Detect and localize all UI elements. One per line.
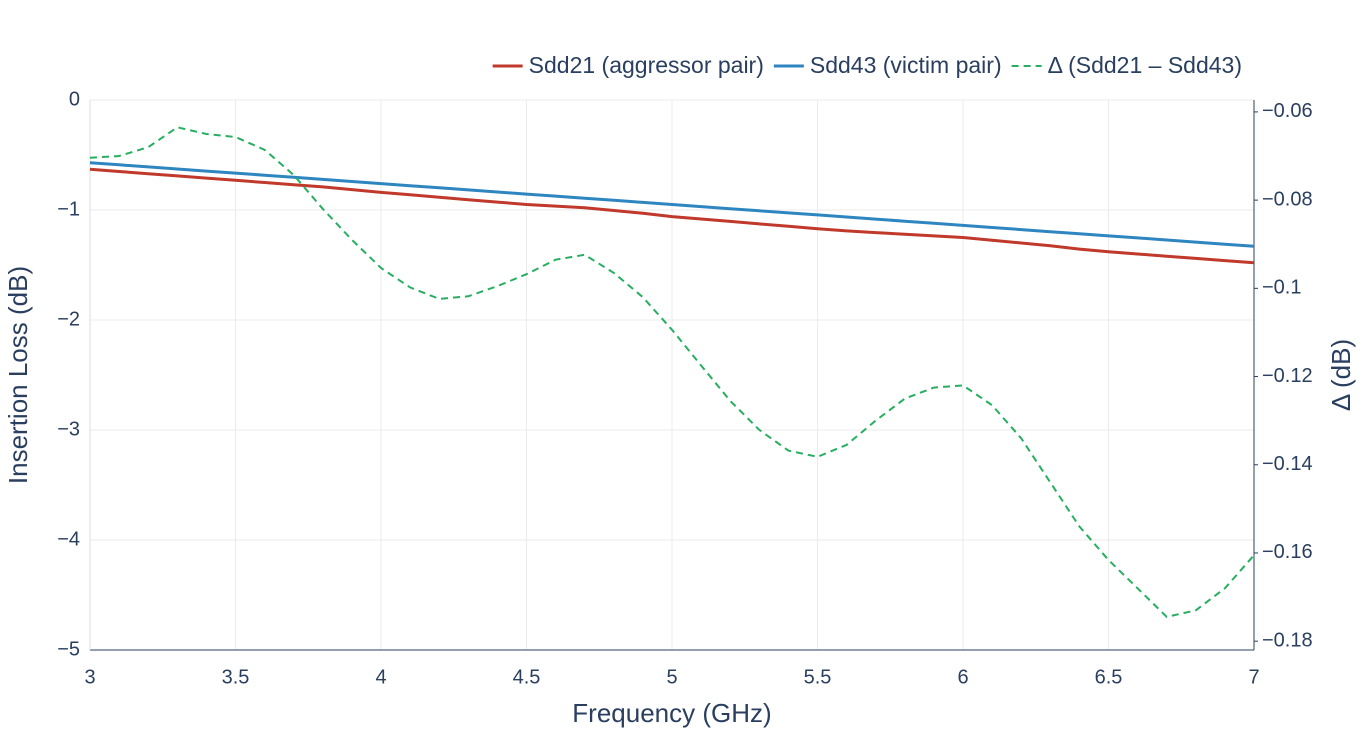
x-tick-label: 3.5	[222, 666, 250, 688]
y2-tick-label: −0.08	[1262, 188, 1313, 210]
x-tick-label: 4.5	[513, 666, 541, 688]
y2-axis-title: Δ (dB)	[1326, 339, 1356, 411]
series-line	[89, 167, 1255, 265]
x-tick-label: 5	[666, 666, 677, 688]
y-tick-label: −3	[57, 418, 80, 440]
legend-label: Δ (Sdd21 – Sdd43)	[1048, 52, 1242, 78]
y2-tick-label: −0.18	[1262, 629, 1313, 651]
y2-tick-label: −0.16	[1262, 541, 1313, 563]
series-line	[89, 161, 1255, 248]
x-tick-label: 4	[375, 666, 386, 688]
y-tick-label: −2	[57, 308, 80, 330]
legend-label: Sdd43 (victim pair)	[810, 52, 1002, 78]
x-tick-label: 3	[84, 666, 95, 688]
y2-tick-label: −0.14	[1262, 453, 1313, 475]
y-axis-title: Insertion Loss (dB)	[3, 266, 33, 484]
y2-tick-label: −0.06	[1262, 100, 1313, 122]
series-line	[89, 126, 1255, 618]
y-tick-label: −4	[57, 528, 80, 550]
y-tick-label: 0	[69, 88, 80, 110]
y2-tick-label: −0.12	[1262, 365, 1313, 387]
y-tick-label: −1	[57, 198, 80, 220]
x-tick-label: 6.5	[1095, 666, 1123, 688]
y-tick-label: −5	[57, 638, 80, 660]
x-tick-label: 5.5	[804, 666, 832, 688]
x-axis-title: Frequency (GHz)	[572, 698, 771, 728]
x-tick-label: 7	[1248, 666, 1259, 688]
legend-label: Sdd21 (aggressor pair)	[529, 52, 764, 78]
y2-tick-label: −0.1	[1262, 277, 1301, 299]
x-tick-label: 6	[957, 666, 968, 688]
